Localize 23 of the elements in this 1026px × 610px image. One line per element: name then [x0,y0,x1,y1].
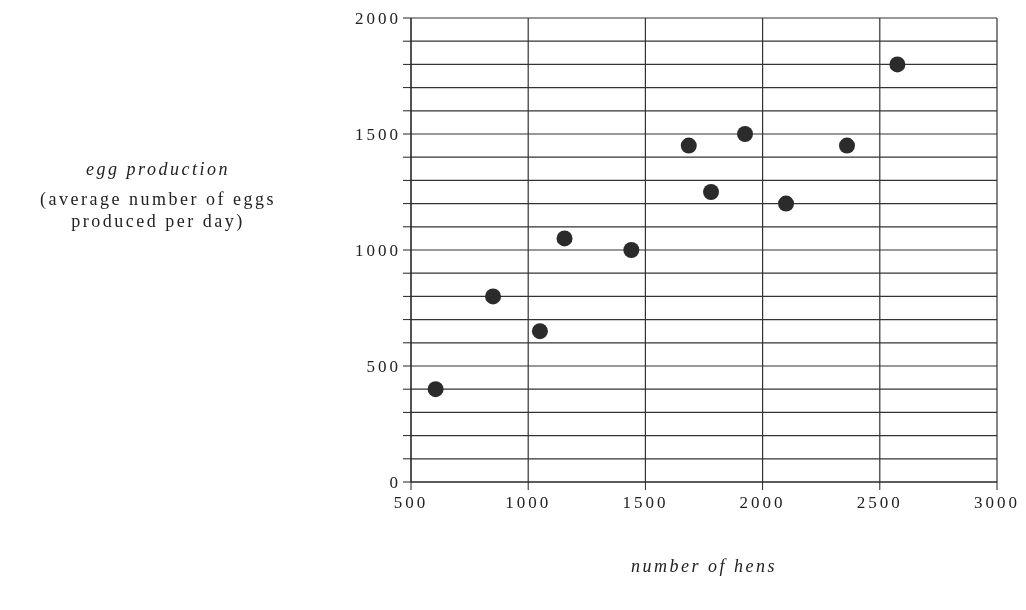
point [737,126,754,142]
point [778,195,795,212]
x-tick-label: 500 [393,493,429,513]
point [703,184,720,200]
y-tick-label: 1000 [355,241,401,261]
point [531,323,548,340]
point [889,56,906,73]
x-axis-title: number of hens [630,556,778,577]
y-tick-label: 2000 [355,9,401,29]
y-tick-label: 0 [389,473,401,493]
point [556,230,573,247]
x-tick-label: 2500 [856,493,903,513]
x-tick-label: 1500 [622,493,669,513]
y-tick-label: 500 [366,357,401,377]
x-tick-label: 2000 [739,493,786,513]
point [680,137,697,154]
x-tick-label: 1000 [505,493,552,513]
point [485,288,502,305]
y-axis-title: egg production (average number of eggs produced per day) [39,158,277,232]
y-tick-label: 1500 [355,125,401,145]
point [427,381,444,398]
point [838,137,855,154]
point [623,242,640,258]
